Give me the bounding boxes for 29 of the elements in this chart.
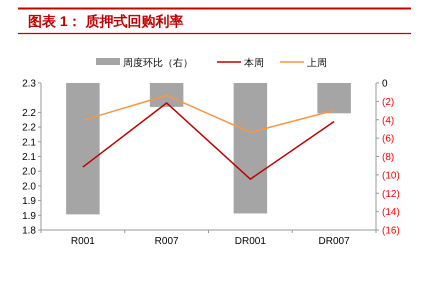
- y2-tick-label: 0: [382, 78, 388, 90]
- x-tick-label: R001: [70, 236, 96, 247]
- y2-tick-label: (6): [382, 134, 394, 145]
- y2-tick-label: (10): [382, 170, 400, 182]
- y2-tick-label: (12): [382, 188, 400, 200]
- line-series: [82, 94, 335, 134]
- y2-tick-label: (8): [382, 152, 394, 163]
- y-tick-label: 2.2: [22, 122, 36, 134]
- y-tick-label: 1.9: [22, 196, 36, 208]
- legend-label: 周度环比（右）: [123, 57, 193, 69]
- y-tick-label: 2.3: [22, 78, 36, 90]
- y-tick-label: 1.9: [22, 210, 36, 222]
- y-tick-label: 2.0: [22, 166, 36, 178]
- y2-tick-label: (2): [382, 96, 394, 108]
- y-tick-label: 2.1: [22, 137, 36, 148]
- line-series: [82, 102, 335, 180]
- y2-tick-label: (4): [382, 115, 394, 126]
- y-tick-label: 2.0: [22, 181, 36, 192]
- x-tick-label: DR001: [234, 236, 266, 247]
- y2-tick-label: (14): [382, 207, 400, 218]
- x-tick-label: DR007: [318, 236, 350, 247]
- chart-title: 图表 1： 质押式回购利率: [28, 13, 184, 29]
- x-tick-label: R007: [154, 236, 180, 247]
- y2-tick-label: (16): [382, 226, 400, 236]
- legend-label: 本周: [244, 57, 264, 69]
- y-tick-label: 2.2: [22, 108, 36, 119]
- y-tick-label: 2.1: [22, 152, 36, 163]
- legend-label: 上周: [307, 57, 327, 69]
- y-tick-label: 1.8: [22, 226, 36, 236]
